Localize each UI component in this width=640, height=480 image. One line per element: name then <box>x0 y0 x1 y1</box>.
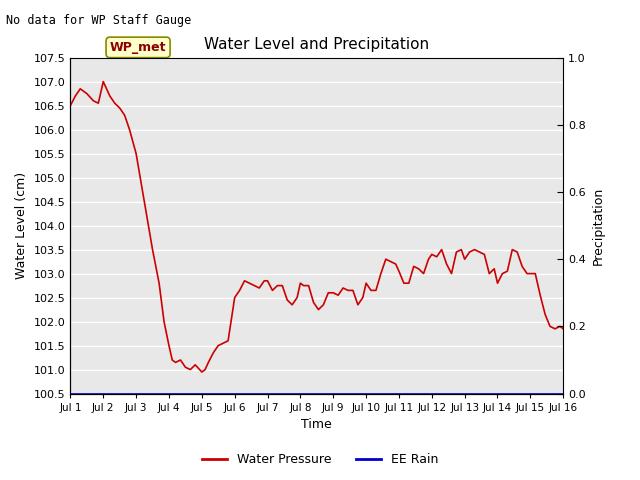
X-axis label: Time: Time <box>301 418 332 431</box>
Text: No data for WP Staff Gauge: No data for WP Staff Gauge <box>6 14 191 27</box>
Title: Water Level and Precipitation: Water Level and Precipitation <box>204 37 429 52</box>
Y-axis label: Water Level (cm): Water Level (cm) <box>15 172 28 279</box>
Text: WP_met: WP_met <box>110 41 166 54</box>
Y-axis label: Precipitation: Precipitation <box>591 186 604 265</box>
Legend: Water Pressure, EE Rain: Water Pressure, EE Rain <box>196 448 444 471</box>
